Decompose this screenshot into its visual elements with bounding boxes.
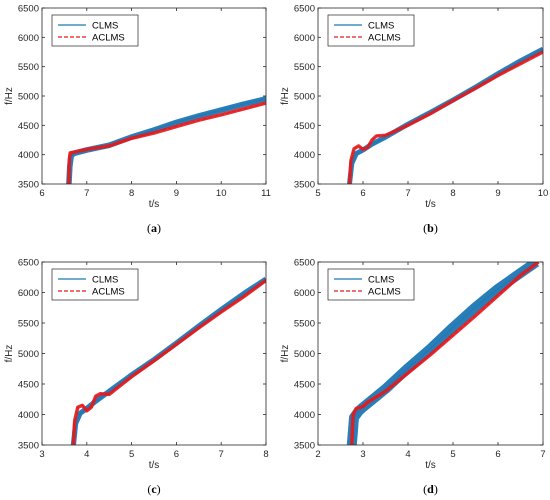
- y-tick-label: 6000: [294, 288, 315, 299]
- legend-entry-clms: CLMS: [368, 275, 394, 286]
- series-group: [70, 276, 266, 445]
- y-tick-label: 3500: [18, 441, 39, 452]
- y-tick-label: 6500: [18, 258, 39, 269]
- series-line-aclms: [349, 51, 543, 184]
- y-tick-label: 5000: [294, 92, 315, 103]
- x-tick-label: 5: [315, 188, 320, 199]
- x-tick-label: 3: [39, 449, 44, 460]
- x-tick-label: 7: [219, 449, 224, 460]
- x-tick-label: 7: [405, 188, 410, 199]
- x-tick-label: 8: [263, 449, 268, 460]
- y-tick-label: 4500: [18, 380, 39, 391]
- y-tick-label: 4000: [18, 150, 39, 161]
- legend-entry-clms: CLMS: [368, 21, 394, 32]
- y-axis-label: f/Hz: [280, 345, 291, 363]
- chart-panel-c: 3 4 5 6 7 8 3500 4000 4500 5000 5500 6000 6500 t/s f/H…: [4, 258, 269, 497]
- x-tick-label: 10: [216, 188, 227, 199]
- x-axis-label: t/s: [149, 460, 160, 471]
- legend-entry-aclms: ACLMS: [368, 287, 401, 298]
- y-tick-label: 6000: [294, 33, 315, 44]
- x-tick-label: 2: [315, 449, 320, 460]
- x-tick-label: 7: [540, 449, 545, 460]
- legend-entry-aclms: ACLMS: [92, 33, 125, 44]
- y-tick-label: 4000: [294, 410, 315, 421]
- series-line-aclms: [72, 279, 266, 445]
- x-tick-label: 5: [129, 449, 134, 460]
- series-line-aclms: [351, 262, 539, 445]
- y-tick-label: 5500: [18, 62, 39, 73]
- y-tick-label: 5500: [294, 319, 315, 330]
- x-tick-label: 4: [84, 449, 89, 460]
- chart-panel-b: 5 6 7 8 9 10 3500 4000 4500 5000 5500 6000 6500 t/s f/…: [280, 4, 548, 236]
- legend-box: [327, 268, 415, 301]
- x-tick-label: 4: [405, 449, 410, 460]
- y-tick-label: 6500: [294, 4, 315, 15]
- y-tick-label: 3500: [294, 180, 315, 191]
- legend-entry-clms: CLMS: [92, 21, 118, 32]
- chart-panel-a: 6 7 8 9 10 11 3500 4000 4500 5000 5500 6000 6500 t/s f…: [4, 4, 271, 236]
- y-axis-label: f/Hz: [4, 87, 15, 105]
- x-tick-label: 5: [450, 449, 455, 460]
- legend-entry-aclms: ACLMS: [368, 33, 401, 44]
- legend-entry-aclms: ACLMS: [92, 287, 125, 298]
- panel-caption: (c): [147, 482, 160, 496]
- y-tick-label: 3500: [18, 180, 39, 191]
- x-tick-label: 6: [39, 188, 44, 199]
- x-tick-label: 8: [450, 188, 455, 199]
- y-tick-label: 6500: [294, 258, 315, 269]
- y-tick-label: 5000: [294, 349, 315, 360]
- x-axis-label: t/s: [425, 199, 436, 210]
- y-tick-label: 6500: [18, 4, 39, 15]
- y-tick-label: 5500: [18, 319, 39, 330]
- legend-entry-clms: CLMS: [92, 275, 118, 286]
- series-group: [347, 46, 543, 184]
- panel-caption: (b): [423, 221, 438, 235]
- series-line-aclms: [68, 102, 266, 184]
- y-tick-label: 5500: [294, 62, 315, 73]
- y-tick-label: 5000: [18, 349, 39, 360]
- y-tick-label: 4000: [294, 150, 315, 161]
- series-line-clms: [351, 262, 537, 445]
- y-tick-label: 4000: [18, 410, 39, 421]
- x-tick-label: 7: [84, 188, 89, 199]
- chart-panel-d: 2 3 4 5 6 7 3500 4000 4500 5000 5500 6000 6500 t/s f/H…: [280, 258, 546, 497]
- x-tick-label: 8: [129, 188, 134, 199]
- series-group: [346, 262, 540, 445]
- x-tick-label: 9: [495, 188, 500, 199]
- x-tick-label: 9: [174, 188, 179, 199]
- series-group: [66, 96, 266, 184]
- legend-box: [327, 14, 415, 47]
- x-axis-label: t/s: [425, 460, 436, 471]
- x-tick-label: 11: [261, 188, 271, 199]
- y-tick-label: 6000: [18, 288, 39, 299]
- legend-box: [51, 14, 139, 47]
- y-axis-label: f/Hz: [280, 87, 291, 105]
- y-tick-label: 4500: [18, 121, 39, 132]
- x-tick-label: 3: [360, 449, 365, 460]
- y-tick-label: 5000: [18, 92, 39, 103]
- y-tick-label: 4500: [294, 121, 315, 132]
- y-axis-label: f/Hz: [4, 345, 15, 363]
- x-tick-label: 6: [495, 449, 500, 460]
- x-tick-label: 6: [174, 449, 179, 460]
- y-tick-label: 4500: [294, 380, 315, 391]
- x-tick-label: 10: [538, 188, 549, 199]
- x-tick-label: 6: [360, 188, 365, 199]
- panel-caption: (a): [147, 221, 161, 235]
- y-tick-label: 6000: [18, 33, 39, 44]
- panel-caption: (d): [423, 482, 438, 496]
- y-tick-label: 3500: [294, 441, 315, 452]
- x-axis-label: t/s: [149, 199, 160, 210]
- legend-box: [51, 268, 139, 301]
